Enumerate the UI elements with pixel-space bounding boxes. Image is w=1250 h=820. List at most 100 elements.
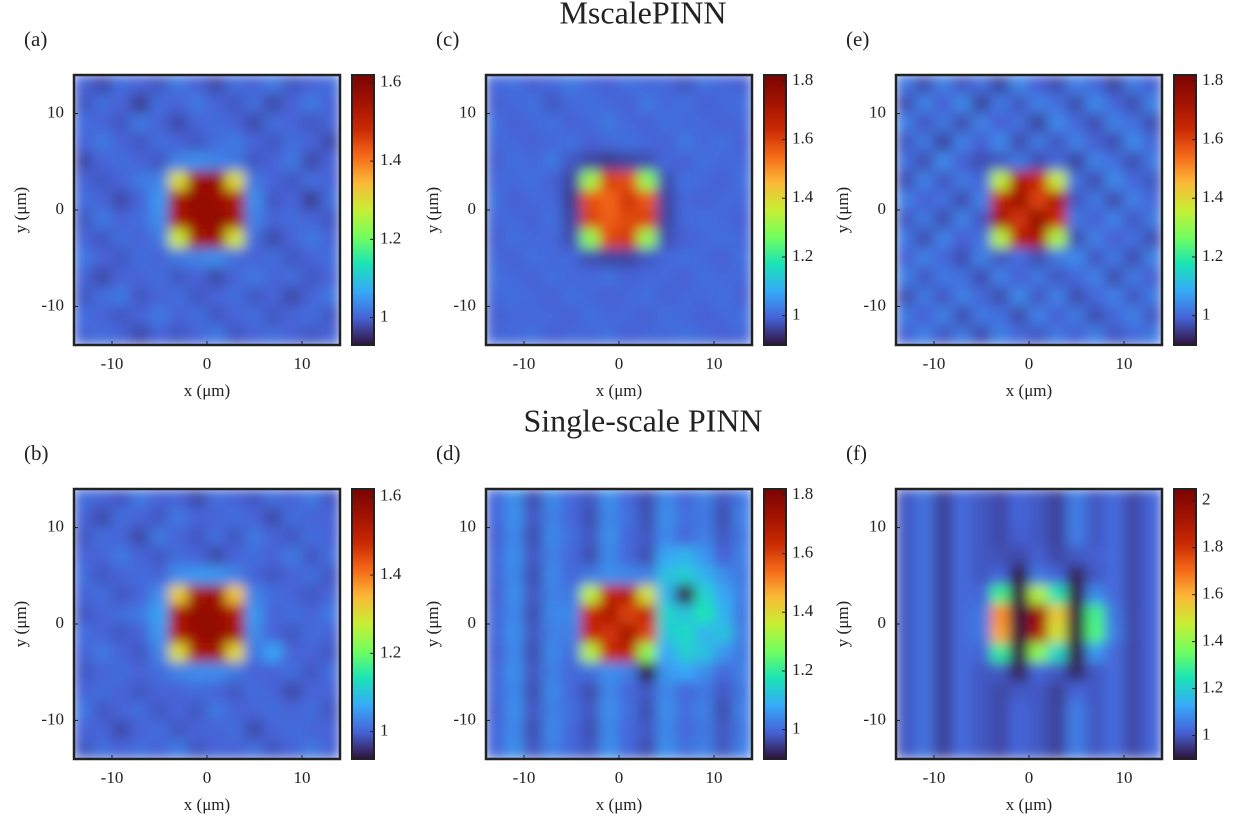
y-axis-label: y (μm) [11,187,30,233]
cell [1009,681,1030,702]
cell [971,527,992,548]
cell [990,642,1011,664]
cell [244,546,265,567]
cell [1085,489,1106,509]
colorbar [763,74,787,346]
cell [896,700,916,721]
cell [990,604,1011,625]
cell [187,719,208,741]
colorbar-tick-label: 1.8 [1202,70,1223,89]
cell [675,719,696,741]
cell [952,565,973,586]
cell [1123,286,1144,307]
cell [599,584,620,606]
cell [282,739,303,759]
cell [561,489,582,509]
cell [1009,190,1030,211]
cell [149,248,170,269]
cell [523,565,544,586]
cell [320,305,340,327]
cell [990,489,1011,509]
cell [1142,507,1162,529]
cell [1028,546,1049,567]
cell [523,584,544,606]
cell [561,507,582,529]
cell [225,151,246,172]
cell [168,132,189,153]
cell [713,267,734,288]
cell [971,507,992,529]
cell [561,739,582,759]
cell [637,681,658,702]
y-tick-label: 0 [56,613,65,632]
cell [1066,93,1087,115]
cell [1009,325,1030,345]
cell [523,489,544,509]
cell [1142,604,1162,625]
cell [1009,489,1030,509]
cell [542,267,563,288]
cell [486,700,506,721]
panel-label: (c) [436,27,459,51]
cell [225,604,246,625]
cell [320,527,340,548]
cell [599,565,620,586]
cell [206,527,227,548]
cell [92,546,113,567]
cell [320,325,340,345]
cell [618,507,639,529]
cell [971,739,992,759]
cell [225,209,246,230]
heatmap-area [486,75,752,345]
cell [282,267,303,288]
cell [1066,642,1087,664]
cell [320,642,340,664]
cell [1123,248,1144,269]
cell [523,546,544,567]
colorbar-tick-label: 1 [792,305,801,324]
cell [713,113,734,134]
cell [1104,584,1125,606]
cell [282,93,303,115]
cell [542,604,563,625]
cell [580,662,601,683]
x-tick-label: -10 [923,354,946,373]
cell [580,113,601,134]
cell [111,170,132,192]
cell [187,489,208,509]
cell [523,739,544,759]
cell [504,190,525,211]
x-tick-label: 10 [1116,768,1133,787]
colorbar-tick-label: 1 [1202,724,1211,743]
cell [971,325,992,345]
cell [320,489,340,509]
cell [618,604,639,625]
cell [225,228,246,250]
cell [713,151,734,172]
cell [1028,151,1049,172]
cell [486,248,506,269]
cell [486,546,506,567]
cell [523,662,544,683]
cell [187,170,208,192]
cell [111,151,132,172]
cell [1009,286,1030,307]
cell [187,113,208,134]
cell [263,190,284,211]
cell [130,93,151,115]
cell [263,228,284,250]
cell [637,700,658,721]
cell [504,507,525,529]
cell [1123,305,1144,327]
cell [914,700,935,721]
y-axis-label: y (μm) [833,187,852,233]
cell [1123,190,1144,211]
cell [1009,228,1030,250]
cell [914,305,935,327]
cell [896,305,916,327]
cell [952,305,973,327]
colorbar-tick-label: 1.2 [792,660,813,679]
cell [561,248,582,269]
cell [225,565,246,586]
